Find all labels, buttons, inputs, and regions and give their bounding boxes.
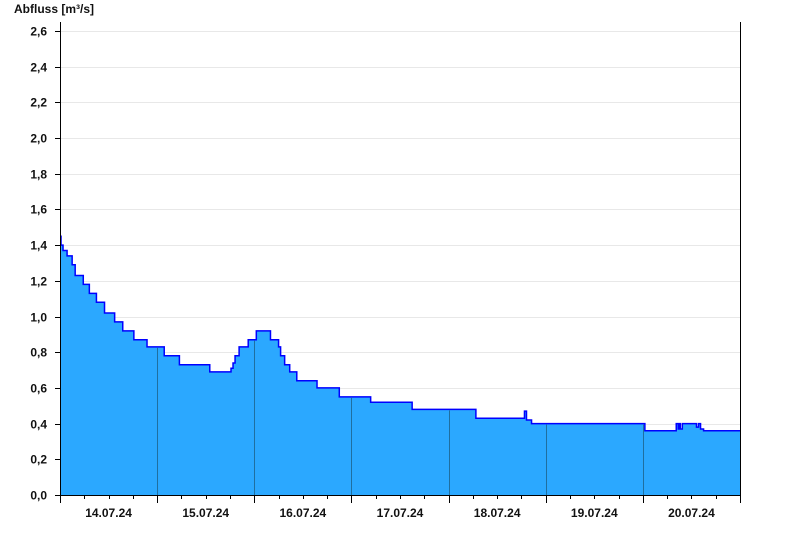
x-tick-label: 19.07.24 (571, 506, 618, 520)
y-tick-label: 1,0 (30, 311, 47, 325)
y-tick-label: 2,2 (30, 96, 47, 110)
x-tick-label: 15.07.24 (182, 506, 229, 520)
y-tick-label: 0,4 (30, 418, 47, 432)
y-tick-label: 1,4 (30, 239, 47, 253)
y-tick-label: 0,8 (30, 346, 47, 360)
y-tick-label: 2,6 (30, 25, 47, 39)
day-separators (157, 340, 644, 495)
axes: 0,0 0,2 0,4 0,6 0,8 1,0 1,2 1,4 1,6 1,8 2,0 2,2 2,4 2… (30, 22, 741, 520)
y-tick-label: 2,0 (30, 132, 47, 146)
y-tick-label: 2,4 (30, 61, 47, 75)
x-tick-label: 16.07.24 (279, 506, 326, 520)
x-tick-label: 17.07.24 (377, 506, 424, 520)
y-tick-label: 1,2 (30, 275, 47, 289)
x-tick-label: 20.07.24 (668, 506, 715, 520)
y-tick-label: 0,6 (30, 382, 47, 396)
y-tick-label: 0,0 (30, 489, 47, 503)
area-series (60, 235, 740, 495)
y-tick-label: 0,2 (30, 453, 47, 467)
y-tick-label: 1,6 (30, 203, 47, 217)
area-fill (60, 236, 740, 495)
x-tick-label: 14.07.24 (85, 506, 132, 520)
y-tick-label: 1,8 (30, 168, 47, 182)
x-tick-label: 18.07.24 (474, 506, 521, 520)
series-line (60, 235, 740, 432)
y-axis-label: Abfluss [m³/s] (14, 2, 94, 16)
